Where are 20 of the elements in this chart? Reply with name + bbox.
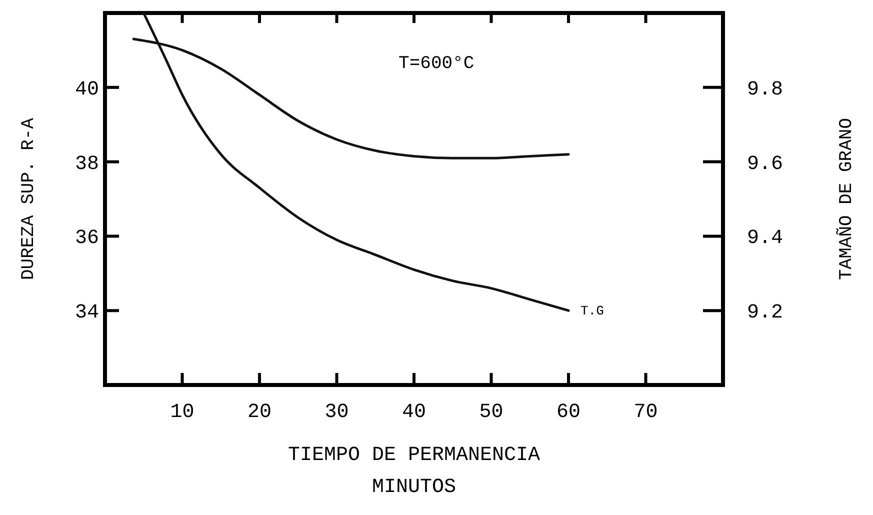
- y-axis-title: DUREZA SUP. R-A: [19, 118, 39, 280]
- y-tick-label: 38: [74, 152, 99, 176]
- series-label: T.G: [580, 304, 604, 319]
- y2-tick-label: 9.6: [747, 152, 784, 176]
- x-tick-label: 20: [247, 401, 272, 424]
- annotation: T=600°C: [398, 54, 474, 74]
- y2-tick-label: 9.2: [747, 302, 784, 325]
- y-tick-label: 34: [74, 302, 99, 325]
- y-tick-label: 36: [74, 227, 99, 250]
- x-tick-label: 10: [170, 401, 194, 424]
- x-tick-label: 60: [556, 401, 581, 424]
- x-tick-label: 40: [402, 401, 426, 424]
- y2-tick-label: 9.4: [747, 227, 784, 250]
- y2-tick-label: 9.8: [747, 78, 784, 102]
- x-tick-label: 30: [324, 401, 349, 424]
- x-tick-label: 70: [634, 401, 658, 424]
- x-tick-label: 50: [479, 401, 504, 424]
- x-axis-title: TIEMPO DE PERMANENCIA MINUTOS: [288, 444, 540, 499]
- y-tick-label: 40: [74, 78, 99, 102]
- y2-axis-title: TAMAÑO DE GRANO: [836, 118, 857, 280]
